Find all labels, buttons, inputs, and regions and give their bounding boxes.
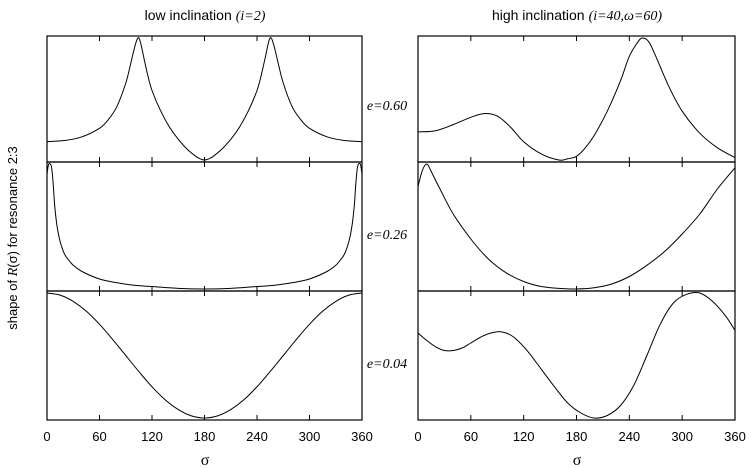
- high-inclination-column: high inclination (i=40,ω=60): [492, 7, 662, 24]
- panel-label-e060: e=0.60: [367, 99, 407, 114]
- panel-frame-c1-r0: [417, 35, 736, 163]
- x-tick-label: 240: [246, 429, 268, 444]
- y-axis-label: shape of R(σ) for resonance 2:3: [5, 146, 21, 330]
- x-tick-label: 60: [92, 429, 106, 444]
- x-tick-label: 180: [194, 429, 216, 444]
- x-tick-label: 360: [351, 429, 373, 444]
- right-column-title: high inclination (i=40,ω=60): [492, 7, 662, 24]
- x-tick-label: 120: [513, 429, 535, 444]
- left-x-axis-label: σ: [201, 452, 210, 468]
- panel-frame-c0-r0: [46, 35, 363, 163]
- panel-frame-c1-r2: [417, 290, 736, 421]
- series-line-c0-r1: [46, 162, 363, 290]
- panel-frame-c0-r2: [46, 290, 363, 421]
- panel-label-e004: e=0.04: [367, 357, 407, 372]
- low-inclination-column: low inclination (i=2): [145, 7, 266, 24]
- x-tick-label: 360: [724, 429, 746, 444]
- right-x-axis-label: σ: [573, 452, 582, 468]
- left-column-title: low inclination (i=2): [145, 7, 266, 24]
- series-line-c1-r0: [417, 37, 736, 161]
- series-line-c0-r0: [46, 37, 363, 161]
- series-line-c1-r1: [417, 163, 736, 290]
- x-tick-label: 0: [43, 429, 50, 444]
- x-tick-label: 300: [671, 429, 693, 444]
- x-tick-label: 240: [618, 429, 640, 444]
- x-tick-label: 180: [566, 429, 588, 444]
- panel-frame-c0-r1: [46, 161, 363, 292]
- x-tick-label: 120: [141, 429, 163, 444]
- panel-label-e026: e=0.26: [367, 228, 407, 243]
- x-tick-label: 300: [299, 429, 321, 444]
- x-tick-label: 0: [414, 429, 421, 444]
- plot-area: 0 60 120 180 240 300 360 0 60 120 180 240 300 360: [43, 35, 746, 444]
- series-line-c0-r2: [46, 292, 363, 419]
- x-tick-label: 60: [464, 429, 478, 444]
- panel-frame-c1-r1: [417, 161, 736, 292]
- series-line-c1-r2: [417, 291, 736, 419]
